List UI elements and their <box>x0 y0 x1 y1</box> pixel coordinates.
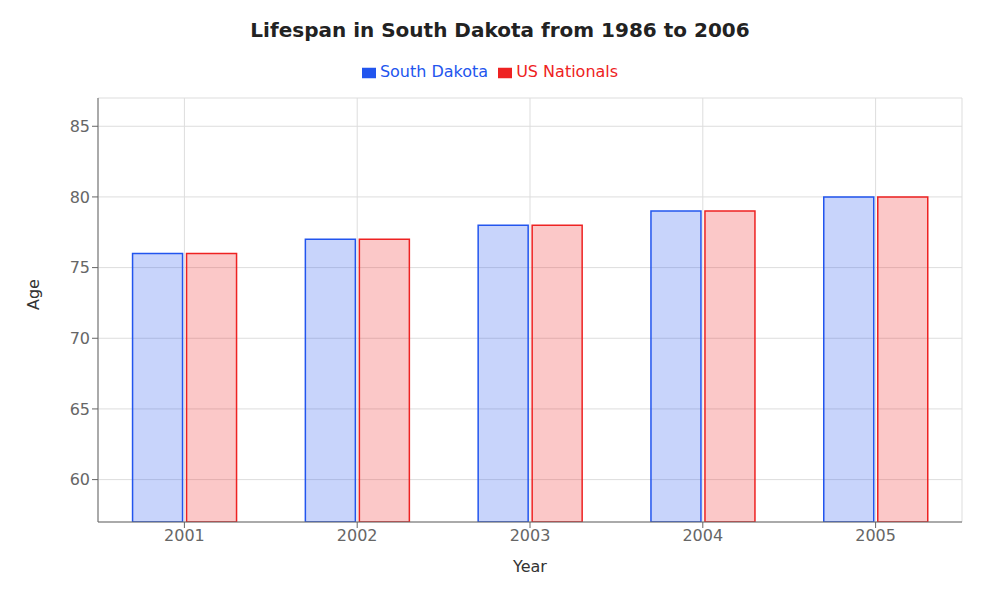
svg-text:2004: 2004 <box>682 526 723 545</box>
html-text:US Nationals: US Nationals <box>516 62 619 81</box>
svg-text:85: 85 <box>70 117 90 136</box>
svg-text:2001: 2001 <box>164 526 205 545</box>
svg-text:Age: Age <box>24 279 43 310</box>
svg-text:75: 75 <box>70 258 90 277</box>
html-text:Lifespan in South Dakota from: Lifespan in South Dakota from 1986 to 20… <box>250 18 750 42</box>
svg-text:70: 70 <box>70 329 90 348</box>
svg-text:65: 65 <box>70 400 90 419</box>
svg-text:2005: 2005 <box>855 526 896 545</box>
svg-text:Year: Year <box>512 557 547 576</box>
svg-text:80: 80 <box>70 188 90 207</box>
svg-text:2003: 2003 <box>510 526 551 545</box>
html-text:South Dakota: South Dakota <box>379 62 489 81</box>
svg-text:60: 60 <box>70 470 90 489</box>
svg-text:2002: 2002 <box>337 526 378 545</box>
